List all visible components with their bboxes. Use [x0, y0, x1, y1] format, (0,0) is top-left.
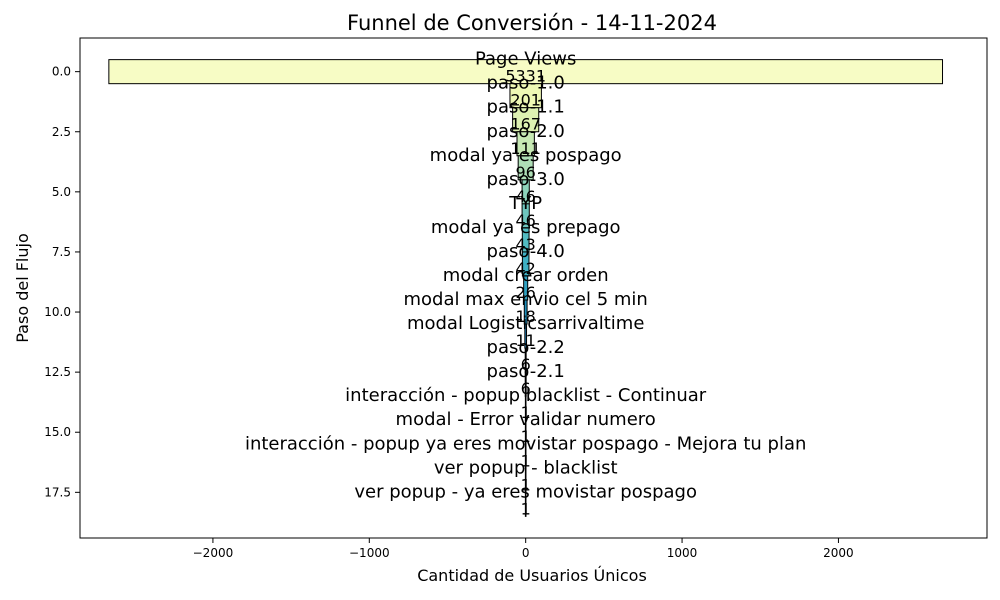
stage-label: modal max envio cel 5 min: [404, 289, 648, 310]
stage-label: modal Logisticsarrivaltime: [407, 313, 644, 334]
stage-value: 46: [516, 187, 536, 206]
x-axis-label: Cantidad de Usuarios Únicos: [417, 566, 647, 585]
y-tick-label: 12.5: [44, 365, 71, 379]
stage-value: 6: [521, 355, 531, 374]
stage-label: ver popup - blacklist: [434, 457, 618, 478]
stage-value: 96: [516, 163, 536, 182]
stage-value: 201: [510, 91, 541, 110]
stage-value: 111: [510, 139, 541, 158]
stage-value: 1: [521, 451, 531, 470]
stage-value: 1: [521, 403, 531, 422]
stage-label: Page Views: [475, 49, 576, 70]
stage-value: 5331: [505, 67, 546, 86]
stage-value: 6: [521, 379, 531, 398]
x-tick-label: −1000: [349, 546, 390, 560]
x-tick-label: −2000: [193, 546, 234, 560]
y-tick-label: 15.0: [44, 425, 71, 439]
stage-label: paso-4.0: [487, 241, 565, 262]
y-tick-label: 5.0: [52, 185, 71, 199]
stage-label: TYP: [508, 193, 542, 214]
stage-label: ver popup - ya eres movistar pospago: [354, 481, 697, 502]
stage-value: 1: [521, 499, 531, 518]
funnel-labels: Page Views5331paso-1.0201paso-1.1167paso…: [245, 49, 806, 519]
stage-label: paso-3.0: [487, 169, 565, 190]
plot-frame: [79, 37, 988, 539]
stage-label: modal ya es pospago: [430, 145, 622, 166]
stage-value: 42: [516, 259, 536, 278]
y-tick-label: 10.0: [44, 305, 71, 319]
stage-label: modal crear orden: [443, 265, 609, 286]
x-tick-label: 2000: [823, 546, 854, 560]
stage-label: modal ya es prepago: [431, 217, 621, 238]
stage-label: interacción - popup blacklist - Continua…: [345, 385, 707, 406]
funnel-bars: [108, 59, 944, 517]
stage-label: paso-2.2: [487, 337, 565, 358]
stage-value: 26: [516, 283, 536, 302]
x-axis: −2000 −1000 0 1000 2000: [193, 538, 854, 560]
chart-title: Funnel de Conversión - 14-11-2024: [347, 11, 717, 35]
y-tick-label: 0.0: [52, 65, 71, 79]
stage-value: 46: [516, 211, 536, 230]
stage-label: paso-1.0: [487, 73, 565, 94]
y-tick-label: 2.5: [52, 125, 71, 139]
stage-value: 1: [521, 427, 531, 446]
stage-label: paso-2.1: [487, 361, 565, 382]
y-tick-label: 7.5: [52, 245, 71, 259]
stage-value: 18: [516, 307, 536, 326]
stage-label: paso-1.1: [487, 97, 565, 118]
x-tick-label: 0: [522, 546, 530, 560]
stage-value: 167: [510, 115, 541, 134]
y-tick-label: 17.5: [44, 485, 71, 499]
stage-label: interacción - popup ya eres movistar pos…: [245, 433, 806, 454]
x-tick-label: 1000: [667, 546, 698, 560]
stage-value: 43: [516, 235, 536, 254]
stage-value: 11: [516, 331, 536, 350]
funnel-bar: [524, 491, 527, 517]
funnel-bar: [108, 59, 944, 85]
stage-value: 1: [521, 475, 531, 494]
y-axis: 0.0 2.5 5.0 7.5 10.0 12.5 15.0 17.5: [44, 65, 80, 499]
y-axis-label: Paso del Flujo: [13, 233, 32, 343]
stage-label: paso-2.0: [487, 121, 565, 142]
stage-label: modal - Error validar numero: [396, 409, 656, 430]
